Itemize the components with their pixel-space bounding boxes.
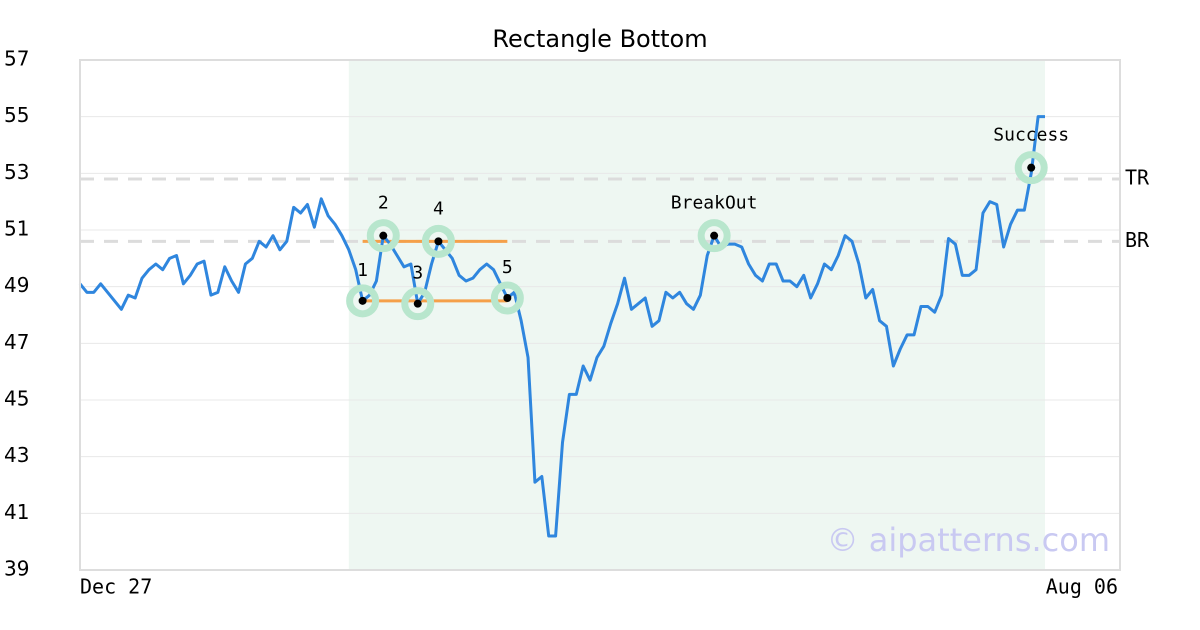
chart-title: Rectangle Bottom — [492, 25, 707, 53]
y-tick-label: 51 — [4, 217, 29, 241]
pivot-label: 4 — [433, 198, 444, 219]
pivot-point — [434, 237, 443, 246]
pivot-halo — [366, 219, 400, 253]
pivot-point — [1027, 163, 1036, 172]
x-tick-label: Dec 27 — [80, 575, 152, 599]
pivot-halo — [401, 287, 435, 321]
reference-label: BR — [1125, 228, 1150, 252]
watermark: © aipatterns.com — [827, 521, 1110, 559]
pivot-point — [710, 231, 719, 240]
pivot-halo — [697, 219, 731, 253]
pivot-label: 5 — [502, 257, 513, 278]
pivot-label: BreakOut — [671, 193, 758, 214]
y-tick-label: 47 — [4, 330, 29, 354]
y-tick-label: 49 — [4, 273, 29, 297]
y-tick-label: 39 — [4, 557, 29, 581]
y-tick-label: 57 — [4, 47, 29, 71]
y-tick-label: 43 — [4, 443, 29, 467]
x-tick-label: Aug 06 — [1046, 575, 1118, 599]
pivot-label: 1 — [357, 260, 368, 281]
reference-label: TR — [1125, 166, 1150, 190]
pivot-label: 3 — [412, 263, 423, 284]
pattern-region — [348, 60, 1046, 570]
price-line — [78, 115, 1045, 538]
pivot-point — [379, 231, 388, 240]
plot-frame — [79, 59, 1121, 571]
pivot-point — [358, 296, 367, 305]
pivot-halo — [1014, 151, 1048, 185]
pivot-halo — [421, 224, 455, 258]
pivot-point — [503, 294, 512, 302]
y-tick-label: 45 — [4, 387, 29, 411]
pivot-halo — [346, 284, 380, 318]
y-tick-label: 41 — [4, 500, 29, 524]
y-tick-label: 53 — [4, 160, 29, 184]
y-tick-label: 55 — [4, 103, 29, 127]
pivot-label: Success — [993, 125, 1069, 146]
pivot-halo — [490, 281, 524, 315]
pivot-point — [413, 299, 422, 308]
pivot-label: 2 — [378, 193, 389, 214]
